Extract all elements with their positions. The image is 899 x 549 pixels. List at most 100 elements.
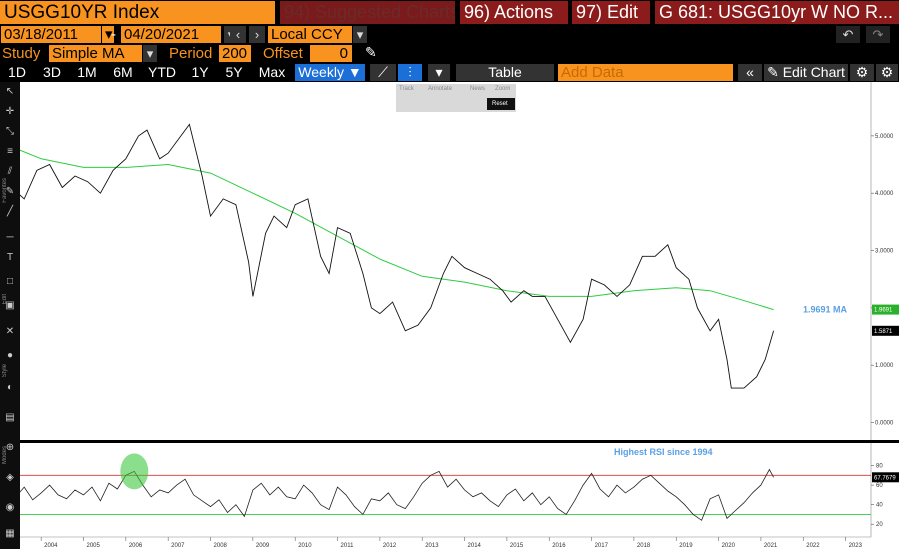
pen-icon[interactable]: ✎ (5, 186, 15, 197)
study-label: Study (2, 45, 41, 62)
delete-icon[interactable]: ✕ (5, 326, 15, 337)
x-axis: 2004 2005 2006 2007 2008 2009 2010 2011 2012 2013… (20, 536, 871, 549)
price-tick-label: 4.0000 (875, 191, 894, 197)
x-tick-label: 2011 (341, 543, 355, 549)
period-6m[interactable]: 6M (113, 64, 133, 80)
end-date-field[interactable]: 04/20/2021 (121, 26, 221, 43)
x-tick-label: 2023 (849, 543, 863, 549)
rsi-value-label: 67.7679 (874, 475, 896, 481)
undo-icon[interactable]: ↶ (836, 26, 860, 43)
line-chart-icon[interactable]: ⟋ (370, 64, 396, 81)
text-icon[interactable]: T (6, 252, 14, 263)
ma-annotation: 1.9691 MA (803, 305, 848, 315)
period-max[interactable]: Max (258, 64, 286, 80)
zoom-icon[interactable]: ⊕ (5, 442, 15, 453)
ruler-icon[interactable]: ▤ (5, 412, 15, 423)
redo-icon[interactable]: ↷ (866, 26, 890, 43)
fib-icon[interactable]: ≡ (7, 146, 13, 157)
gear-icon[interactable]: ⚙ (876, 64, 898, 81)
price-tick-label: 0.0000 (875, 421, 894, 427)
ma-line (20, 149, 774, 311)
rsi-value-box (872, 472, 899, 483)
lock-icon[interactable]: ▣ (5, 300, 15, 311)
hline-icon[interactable]: ─ (6, 232, 14, 243)
zoom-button[interactable]: Zoom (495, 86, 511, 92)
edit-label: Edit (2, 294, 8, 305)
settings-icon[interactable]: ⚙ (850, 64, 874, 81)
suggested-charts-button[interactable]: 94) Suggested Charts (280, 1, 455, 24)
grid-icon[interactable]: ▦ (5, 528, 15, 539)
currency-field[interactable]: Local CCY (268, 26, 352, 43)
study-field[interactable]: Simple MA (49, 45, 142, 62)
x-tick-label: 2016 (552, 543, 566, 549)
study-dropdown-icon[interactable]: ▾ (143, 45, 157, 62)
mode-icon[interactable]: ◈ (6, 472, 14, 483)
add-data-input[interactable]: Add Data (558, 64, 733, 81)
edit-chart-button[interactable]: ✎ Edit Chart (764, 64, 848, 81)
period-1m[interactable]: 1M (77, 64, 97, 80)
yield-value-label: 1.5871 (874, 329, 893, 335)
yield-value-box (872, 325, 899, 336)
line-icon[interactable]: ╱ (6, 206, 14, 217)
edit-menu[interactable]: 97) Edit (572, 1, 650, 24)
currency-dropdown-icon[interactable]: ▾ (353, 26, 367, 43)
table-button[interactable]: Table (456, 64, 554, 81)
ticker-box[interactable]: USGG10YR Index (0, 1, 275, 24)
annotate-button[interactable]: Annotate (428, 86, 453, 92)
offset-label: Offset (263, 45, 303, 62)
reset-button[interactable]: Reset (487, 98, 515, 110)
x-tick-label: 2021 (764, 543, 778, 549)
track-button[interactable]: Track (399, 86, 414, 92)
crosshair-icon[interactable]: ✛ (5, 106, 15, 117)
price-panel: 5.00004.00003.00002.00001.00000.00001.96… (20, 82, 899, 440)
next-period-icon[interactable]: › (249, 26, 265, 43)
x-tick-label: 2007 (171, 543, 185, 549)
panel-divider (20, 440, 899, 443)
period-1y[interactable]: 1Y (191, 64, 209, 80)
period-3d[interactable]: 3D (43, 64, 61, 80)
period-1d[interactable]: 1D (8, 64, 26, 80)
shape-icon[interactable]: □ (6, 276, 14, 287)
left-tool-sidebar: ↖ ✛ ⤡ ≡ ⫽ ✎ ╱ ─ T □ ▣ ✕ ● ◐ ▤ ⊕ ◈ ◉ ▦ Fa… (0, 82, 20, 549)
actions-menu[interactable]: 96) Actions (460, 1, 568, 24)
x-tick-label: 2014 (468, 543, 482, 549)
bar-chart-icon[interactable]: ⫶ (398, 64, 422, 81)
news-button[interactable]: News (470, 86, 486, 92)
period-ytd[interactable]: YTD (148, 64, 176, 80)
collapse-icon[interactable]: « (738, 64, 762, 81)
price-tick-label: 3.0000 (875, 249, 894, 255)
x-tick-label: 2006 (129, 543, 143, 549)
date-dropdown-icon[interactable]: ▾ (102, 26, 114, 43)
cursor-icon[interactable]: ↖ (5, 86, 15, 97)
modes-label: Modes (2, 446, 8, 465)
x-tick-label: 2009 (256, 543, 270, 549)
chart-area[interactable]: 5.00004.00003.00002.00001.00000.00001.96… (20, 82, 899, 549)
period-field[interactable]: 200 (219, 45, 251, 62)
top-bar: USGG10YR Index 94) Suggested Charts 96) … (0, 0, 899, 25)
eye-icon[interactable]: ◉ (5, 502, 15, 513)
date-range-bar: 03/18/2011 ▾ - 04/20/2021 ▾ ‹ › Local CC… (0, 25, 899, 44)
date-separator: - (111, 26, 116, 43)
pencil-icon[interactable]: ✎ (365, 44, 377, 60)
chart-type-dropdown-icon[interactable]: ▾ (428, 64, 450, 81)
chart-toolbar: 1D 3D 1M 6M YTD 1Y 5Y Max Weekly ▼ ⟋ ⫶ ▾… (0, 63, 899, 82)
start-date-field[interactable]: 03/18/2011 (1, 26, 101, 43)
x-tick-label: 2005 (87, 543, 101, 549)
yield-line (20, 123, 775, 389)
color-icon[interactable]: ● (6, 350, 14, 361)
palette-icon[interactable]: ◐ (6, 382, 14, 393)
prev-period-icon[interactable]: ‹ (230, 26, 246, 43)
channel-icon[interactable]: ⫽ (7, 166, 13, 177)
x-tick-label: 2004 (44, 543, 58, 549)
rsi-tick-label: 60 (876, 483, 883, 489)
style-label: Style (2, 364, 8, 378)
rsi-highlight-circle (120, 453, 149, 490)
offset-field[interactable]: 0 (310, 45, 352, 62)
x-tick-label: 2019 (679, 543, 693, 549)
frequency-select[interactable]: Weekly ▼ (295, 64, 365, 81)
period-5y[interactable]: 5Y (225, 64, 243, 80)
study-bar: Study Simple MA ▾ Period 200 Offset 0 ✎ (0, 44, 899, 63)
x-tick-label: 2010 (298, 543, 312, 549)
trend-icon[interactable]: ⤡ (6, 126, 14, 137)
chart-background (20, 82, 899, 549)
